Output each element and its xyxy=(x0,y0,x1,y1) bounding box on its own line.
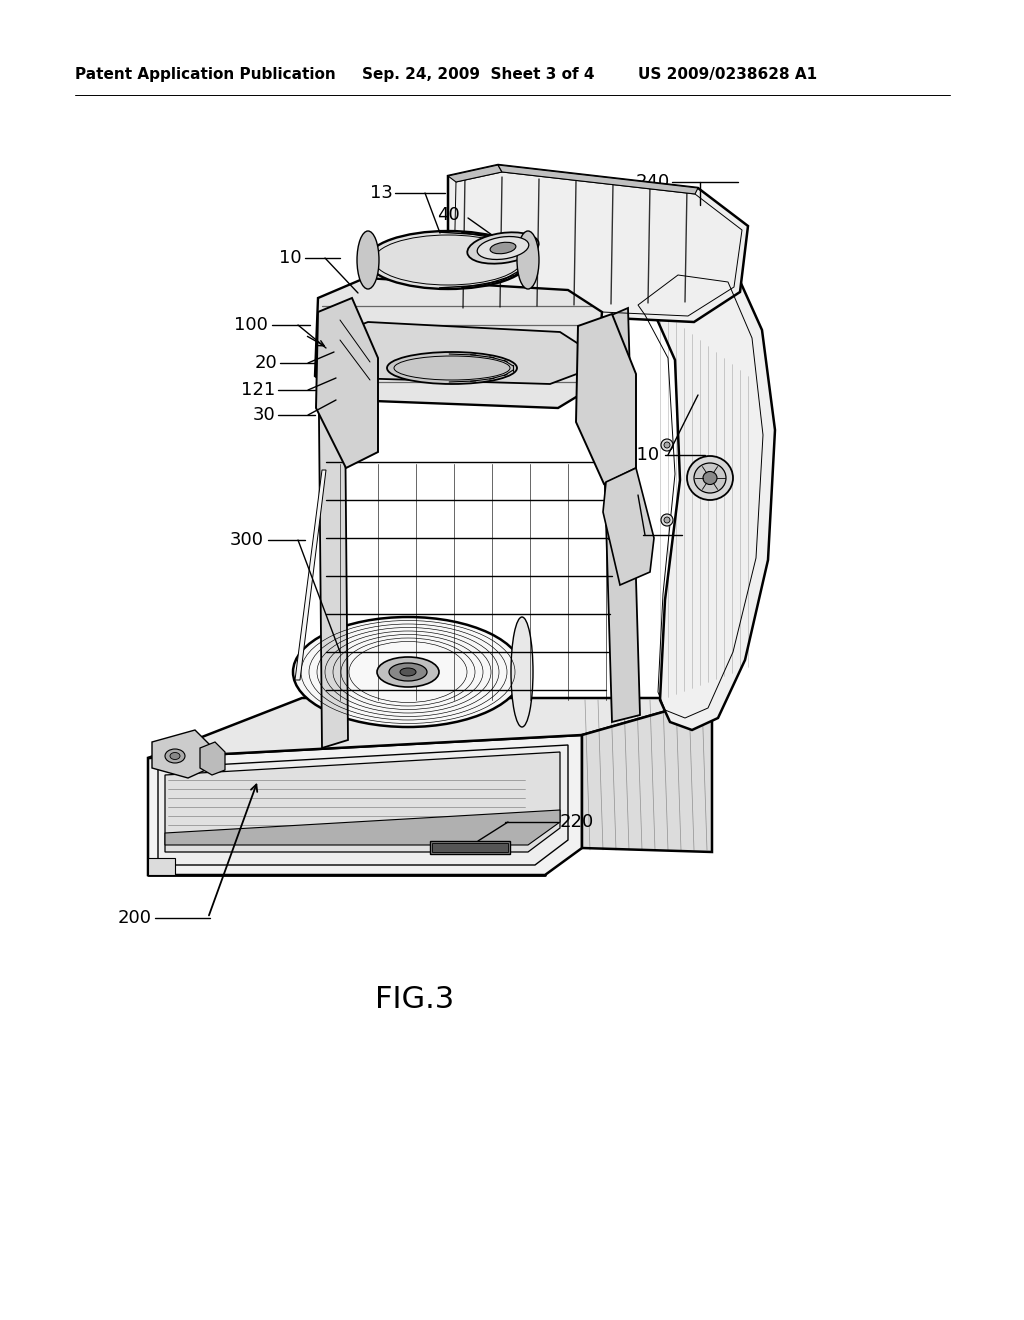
Polygon shape xyxy=(582,698,712,851)
Ellipse shape xyxy=(389,663,427,681)
Ellipse shape xyxy=(387,352,517,384)
Text: US 2009/0238628 A1: US 2009/0238628 A1 xyxy=(638,67,817,82)
Polygon shape xyxy=(165,752,560,851)
Ellipse shape xyxy=(367,231,529,289)
Text: 300: 300 xyxy=(230,531,264,549)
Text: 240: 240 xyxy=(636,173,670,191)
Ellipse shape xyxy=(477,236,528,260)
Polygon shape xyxy=(148,735,582,875)
Polygon shape xyxy=(316,298,378,469)
Polygon shape xyxy=(318,298,348,748)
Text: FIG.3: FIG.3 xyxy=(376,986,455,1015)
Ellipse shape xyxy=(467,232,539,264)
Text: 210: 210 xyxy=(626,446,660,465)
Polygon shape xyxy=(322,322,588,384)
Ellipse shape xyxy=(170,752,180,759)
Ellipse shape xyxy=(662,513,673,525)
Text: 30: 30 xyxy=(252,407,275,424)
Polygon shape xyxy=(603,469,654,585)
Polygon shape xyxy=(628,261,775,730)
Ellipse shape xyxy=(517,231,539,289)
Polygon shape xyxy=(600,308,640,722)
Polygon shape xyxy=(200,742,225,775)
Text: Sep. 24, 2009  Sheet 3 of 4: Sep. 24, 2009 Sheet 3 of 4 xyxy=(362,67,595,82)
Ellipse shape xyxy=(511,616,534,727)
Text: 10: 10 xyxy=(280,249,302,267)
Text: 20: 20 xyxy=(254,354,278,372)
Ellipse shape xyxy=(400,668,416,676)
Polygon shape xyxy=(315,279,602,408)
Ellipse shape xyxy=(687,455,733,500)
Polygon shape xyxy=(498,165,698,194)
Polygon shape xyxy=(432,843,508,851)
Ellipse shape xyxy=(490,243,516,253)
Text: Patent Application Publication: Patent Application Publication xyxy=(75,67,336,82)
Polygon shape xyxy=(575,314,636,484)
Ellipse shape xyxy=(664,517,670,523)
Text: 220: 220 xyxy=(560,813,594,832)
Ellipse shape xyxy=(377,657,439,686)
Polygon shape xyxy=(295,470,326,680)
Polygon shape xyxy=(449,165,748,322)
Text: 200: 200 xyxy=(118,909,152,927)
Polygon shape xyxy=(165,810,560,845)
Polygon shape xyxy=(152,730,210,777)
Polygon shape xyxy=(449,165,502,182)
Ellipse shape xyxy=(664,442,670,447)
Ellipse shape xyxy=(357,231,379,289)
Text: 40: 40 xyxy=(437,206,460,224)
Ellipse shape xyxy=(703,471,717,484)
Polygon shape xyxy=(148,858,175,875)
Polygon shape xyxy=(148,698,712,758)
Polygon shape xyxy=(430,841,510,854)
Text: 121: 121 xyxy=(606,525,640,544)
Ellipse shape xyxy=(662,440,673,451)
Text: 13: 13 xyxy=(370,183,393,202)
Text: 100: 100 xyxy=(234,315,268,334)
Ellipse shape xyxy=(293,616,523,727)
Polygon shape xyxy=(158,744,568,865)
Ellipse shape xyxy=(165,748,185,763)
Text: 121: 121 xyxy=(241,381,275,399)
Ellipse shape xyxy=(694,463,726,492)
